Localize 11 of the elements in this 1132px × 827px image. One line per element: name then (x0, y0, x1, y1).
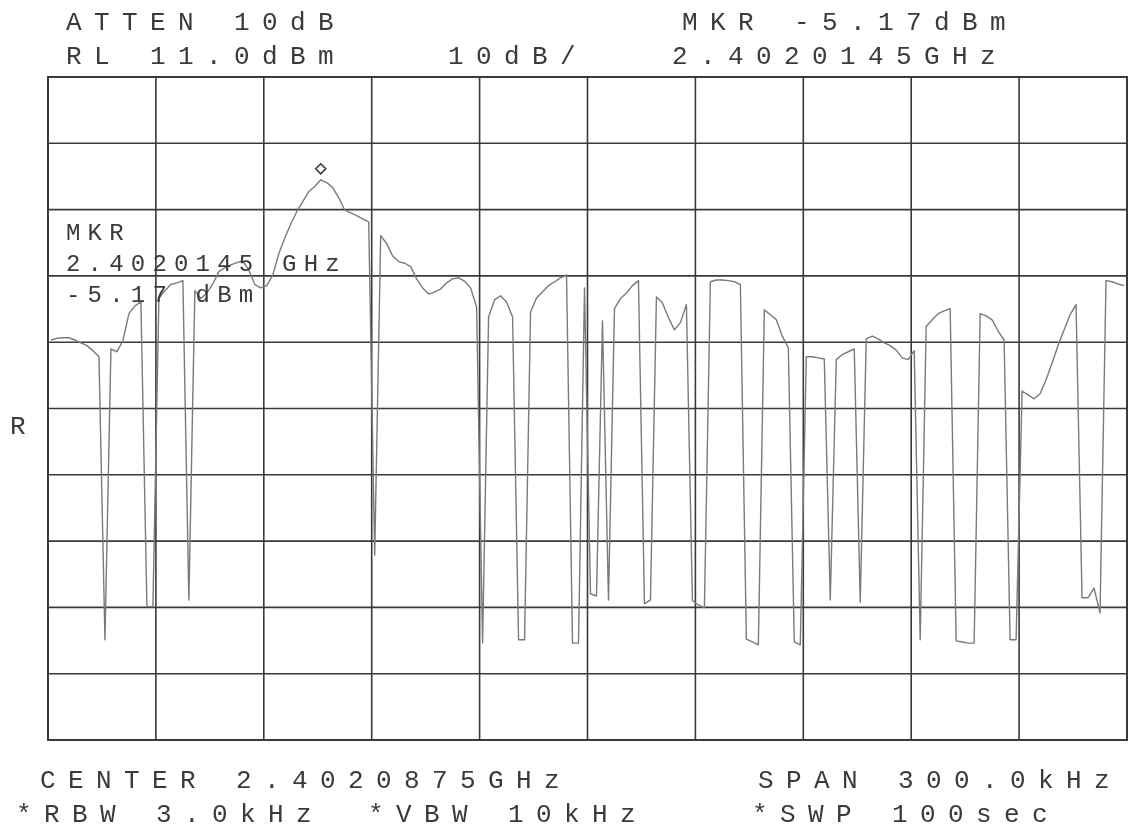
text: RL 11.0dBm (66, 42, 347, 72)
text: MKR -5.17dBm (682, 8, 1019, 38)
text: *RBW 3.0kHz (16, 800, 325, 827)
text: 10dB/ (448, 42, 589, 72)
text: *SWP 100sec (752, 800, 1061, 827)
text: SPAN 300.0kHz (758, 766, 1123, 796)
text: CENTER 2.4020875GHz (40, 766, 573, 796)
text: *VBW 10kHz (368, 800, 649, 827)
text: ATTEN 10dB (66, 8, 347, 38)
text: R (10, 412, 39, 442)
text: 2.4020145GHz (672, 42, 1009, 72)
